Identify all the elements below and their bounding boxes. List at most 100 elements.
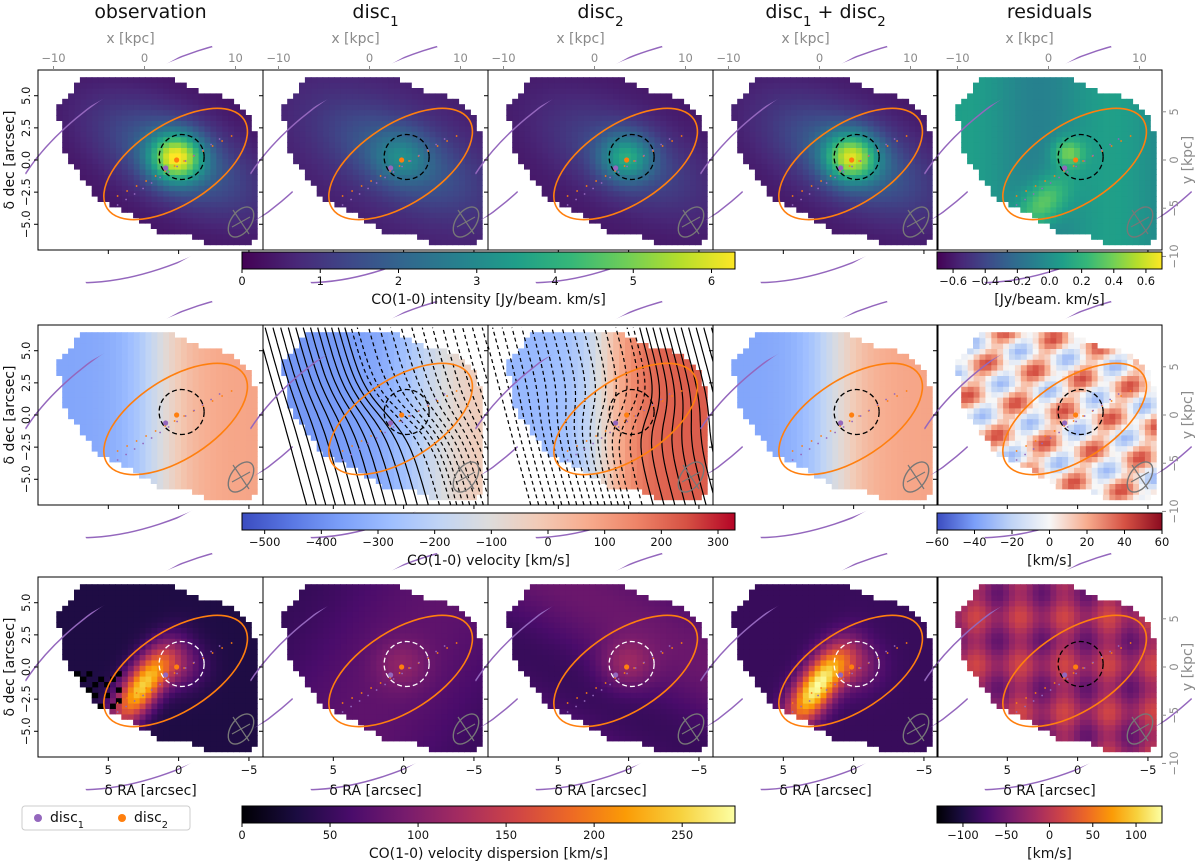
colorbar-tick-label: −0.4 [971,274,999,288]
right-tick-label: −10 [1167,751,1181,775]
colorbar-tick-label: −200 [419,535,451,549]
beam-axis [231,216,251,228]
center-circle [608,133,655,181]
center-circle [383,133,430,181]
axis-dot [436,652,439,654]
axis-dot [145,687,148,689]
disc2-center-marker [399,664,405,670]
axis-dot [443,138,446,140]
axis-dot [660,398,662,401]
x-axis-label: δ RA [arcsec] [1003,783,1095,799]
beam-axis [681,471,701,483]
top-axis-label: x [kpc] [556,31,604,47]
axis-dot [184,160,187,162]
map-intensity-5 [955,77,1157,246]
x-tick-label: 5 [1004,763,1011,777]
axis-dot [176,165,179,168]
contour-line [337,327,418,505]
disc1-center-marker [838,420,844,426]
axis-dot [1072,672,1075,674]
top-tick-label: 0 [366,51,373,65]
y-tick-label: 5.0 [19,342,33,360]
inner-ellipse [553,107,699,221]
beam-axis [681,216,701,228]
x-axis-label: δ RA [arcsec] [329,783,421,799]
axis-dot [643,409,645,412]
axis-dot [1034,185,1037,187]
axis-dot [135,692,138,694]
beam-axis [456,723,476,735]
colorbar-tick-label: −50 [994,828,1018,842]
axis-dot [600,182,603,184]
contour-line [411,327,484,505]
colorbar-tick-label: −100 [947,828,979,842]
beam-ellipse [452,713,480,745]
beam-axis [906,471,926,483]
colorbar-tick-label: −400 [306,535,338,549]
inner-ellipse [778,107,924,221]
axis-dot [159,176,162,179]
axis-dot [173,672,176,674]
axis-dot [379,175,382,177]
colorbar-tick-label: −300 [362,535,394,549]
map-velocity-1 [56,332,258,501]
axis-dot [893,645,896,647]
top-tick-label: −10 [266,51,290,65]
axis-dot [808,193,811,195]
y-tick-label: −2.5 [19,433,33,461]
map-velocity-3 [488,327,713,505]
contour-line [368,327,458,505]
contour-line [604,327,619,505]
colorbar-tick-label: 2 [395,274,402,288]
inner-ellipse [778,614,924,728]
axis-dot [183,667,186,669]
axis-dot [1110,145,1113,147]
axis-dot [896,395,898,397]
colorbar-tick-label: 0 [1046,828,1053,842]
y-tick-label: 5.0 [19,594,33,612]
axis-dot [218,138,221,140]
colorbar-tick-label: 0 [238,828,245,842]
axis-dot [142,187,145,190]
axis-dot [367,442,369,445]
axis-dot [1049,689,1052,691]
colorbar-label: CO(1-0) velocity dispersion [km/s] [369,846,608,862]
axis-dot [848,165,851,167]
axis-dot [184,667,187,669]
axis-dot [384,431,386,434]
axis-dot [609,431,611,434]
map-intensity-2 [281,77,483,246]
axis-dot [851,672,853,675]
x-axis-label: δ RA [arcsec] [779,783,871,799]
axis-dot [1066,171,1069,173]
contour-line [639,327,654,505]
beam-axis [1130,471,1150,483]
axis-dot [211,652,214,654]
axis-dot [583,700,586,702]
axis-dot [585,185,588,187]
right-tick-label: 0 [1167,411,1181,418]
panel-r2-c5 [910,295,1196,539]
axis-dot [1015,204,1018,206]
axis-dot [609,683,611,686]
top-tick-label: 10 [678,51,693,65]
axis-dot [398,420,401,422]
axis-dot [791,711,794,713]
axis-dot [358,448,361,450]
beam-ellipse [1126,713,1154,745]
axis-dot [1025,445,1027,447]
axis-dot [210,650,213,653]
axis-dot [367,694,369,697]
axis-dot [116,195,119,197]
axis-dot [358,700,361,702]
axis-dot [1109,398,1111,401]
axis-dot [817,187,819,190]
axis-dot [1117,645,1120,647]
axis-dot [825,182,828,184]
axis-dot [1053,430,1056,432]
axis-dot [446,140,448,142]
axis-dot [350,705,352,708]
axis-dot [583,193,586,195]
beam-ellipse [902,461,930,493]
